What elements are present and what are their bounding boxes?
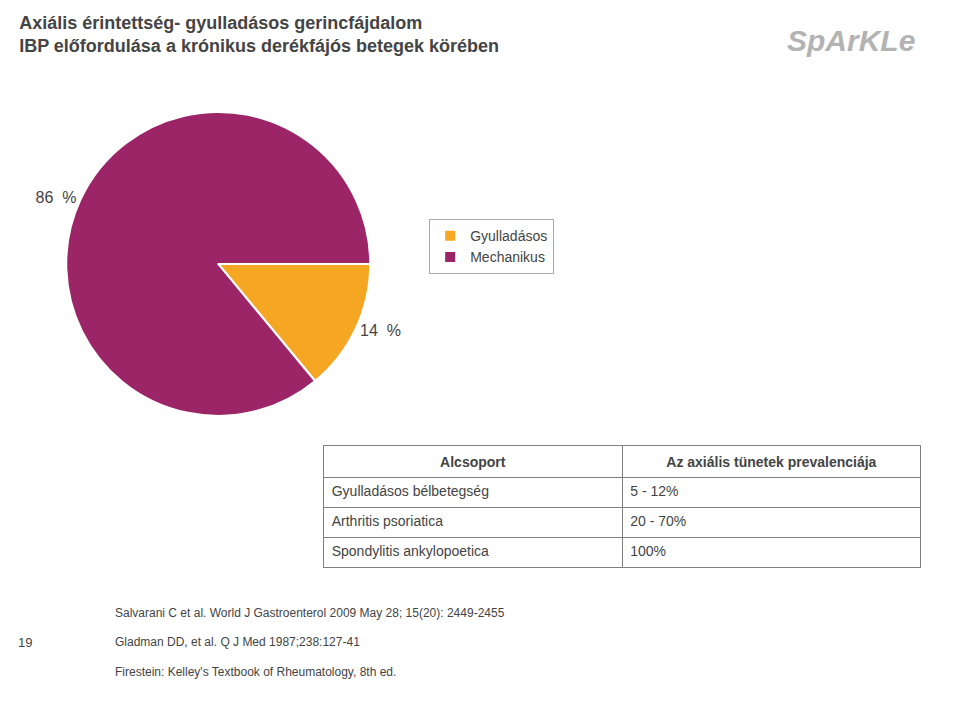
svg-text:Mechanikus: Mechanikus (470, 249, 545, 265)
svg-text:19: 19 (18, 635, 32, 650)
svg-text:Gladman DD, et al. Q J Med 198: Gladman DD, et al. Q J Med 1987;238:127-… (115, 635, 360, 649)
svg-text:Gyulladásos bélbetegség: Gyulladásos bélbetegség (332, 483, 489, 499)
svg-text:Firestein: Kelley's Textbook o: Firestein: Kelley's Textbook of Rheumato… (115, 665, 396, 679)
svg-text:Az axiális tünetek prevalenciá: Az axiális tünetek prevalenciája (666, 454, 876, 470)
svg-text:Alcsoport: Alcsoport (440, 454, 506, 470)
svg-text:86 %: 86 % (36, 189, 77, 206)
svg-text:Gyulladásos: Gyulladásos (470, 228, 547, 244)
svg-text:100%: 100% (630, 543, 666, 559)
svg-text:5 - 12%: 5 - 12% (630, 483, 678, 499)
svg-text:Arthritis psoriatica: Arthritis psoriatica (332, 513, 443, 529)
svg-text:14 %: 14 % (360, 322, 401, 339)
svg-text:Salvarani C et al. World J Gas: Salvarani C et al. World J Gastroenterol… (115, 606, 505, 620)
svg-text:Spondylitis ankylopoetica: Spondylitis ankylopoetica (332, 543, 489, 559)
svg-text:Axiális érintettség- gyulladás: Axiális érintettség- gyulladásos gerincf… (19, 13, 499, 56)
svg-text:SpArKLe: SpArKLe (787, 24, 915, 57)
svg-text:20 - 70%: 20 - 70% (630, 513, 686, 529)
